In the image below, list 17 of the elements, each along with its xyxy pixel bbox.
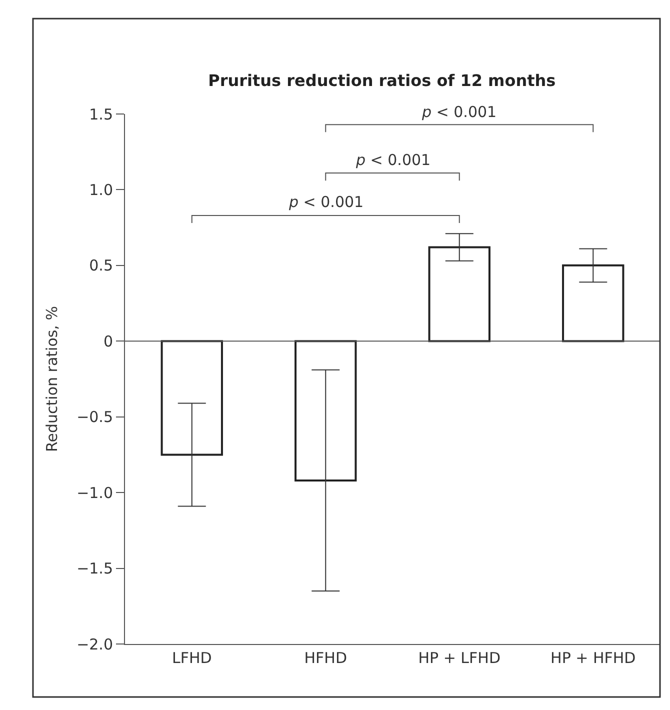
y-tick-label: −2.0 (76, 635, 113, 654)
y-axis-title: Reduction ratios, % (42, 306, 61, 452)
chart-title: Pruritus reduction ratios of 12 months (208, 70, 556, 90)
y-tick-label: 1.5 (89, 105, 113, 124)
annotation: p < 0.001 (355, 151, 431, 169)
y-tick-label: −1.5 (76, 560, 113, 578)
x-tick-label: LFHD (172, 649, 212, 667)
annotation: p < 0.001 (421, 103, 497, 121)
y-tick-label: 0 (103, 332, 113, 350)
y-tick-label: −0.5 (76, 408, 113, 426)
y-tick-label: 1.0 (89, 180, 113, 199)
y-tick-label: −1.0 (76, 484, 113, 502)
x-tick-label: HFHD (304, 649, 348, 667)
y-tick-label: 0.5 (89, 256, 113, 275)
x-tick-label: HP + LFHD (418, 649, 501, 667)
x-tick-label: HP + HFHD (550, 649, 636, 667)
annotation: p < 0.001 (288, 193, 364, 211)
